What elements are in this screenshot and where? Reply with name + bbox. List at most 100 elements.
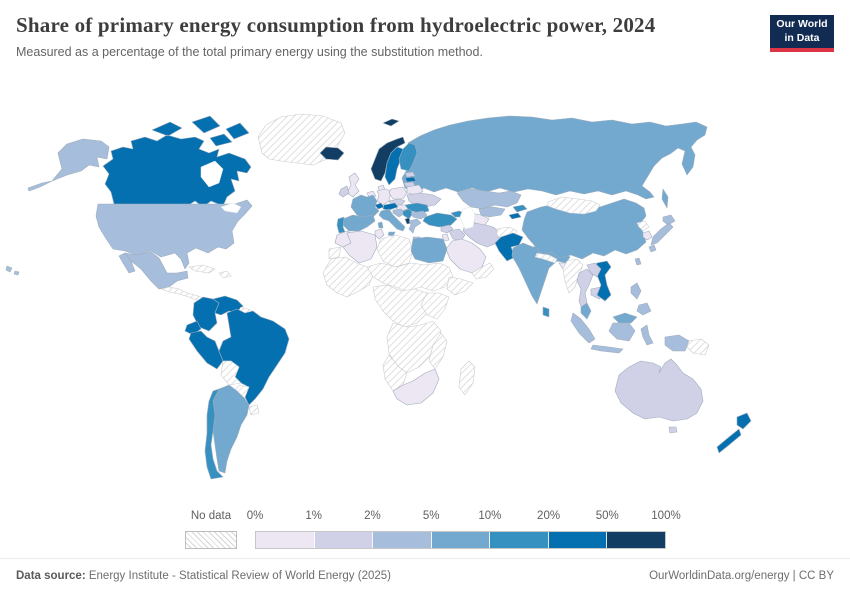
country-iceland[interactable]: Iceland — [320, 147, 344, 160]
country-algeria[interactable]: Algeria — [343, 231, 377, 263]
country-austria[interactable]: Austria — [383, 203, 398, 210]
country-southern-africa-interior[interactable]: Southern Africa interior — [387, 321, 441, 373]
country-argentina[interactable]: Argentina — [213, 385, 249, 473]
legend-bin-2-5%[interactable] — [373, 532, 432, 548]
country-bulgaria[interactable]: Bulgaria — [411, 211, 427, 219]
country-nepal[interactable]: Nepal — [535, 253, 557, 263]
country-tajikistan[interactable]: Tajikistan — [509, 213, 521, 219]
country-myanmar[interactable]: Myanmar — [563, 259, 583, 293]
country-papua-new-guinea[interactable]: Papua New Guinea — [687, 339, 709, 355]
country-iraq[interactable]: Iraq — [449, 229, 465, 241]
legend-bin-50-100%[interactable] — [607, 532, 666, 548]
country-tasmania[interactable]: Australia (Tasmania) — [669, 427, 677, 433]
country-mexico[interactable]: Mexico — [119, 252, 188, 289]
country-russia[interactable]: Russia — [402, 116, 707, 199]
country-bolivia[interactable]: Bolivia — [221, 361, 241, 385]
owid-logo-box: Our World in Data — [770, 15, 834, 48]
legend-tick-label: 0% — [246, 510, 264, 522]
country-kazakhstan[interactable]: Kazakhstan — [457, 189, 521, 209]
world-map-svg: RussiaRussia (Sakhalin)KazakhstanCanadaU… — [0, 85, 850, 505]
country-new-zealand[interactable]: New Zealand — [717, 413, 751, 453]
country-libya[interactable]: Libya — [377, 235, 413, 267]
country-brazil[interactable]: Brazil — [219, 309, 289, 405]
data-source-note: Data source: Energy Institute - Statisti… — [16, 570, 391, 599]
legend-tick-label: 50% — [595, 510, 619, 522]
country-malaysia-borneo[interactable]: Malaysia (Borneo) — [613, 313, 637, 323]
country-madagascar[interactable]: Madagascar — [459, 361, 475, 395]
country-spain[interactable]: Spain — [343, 215, 375, 231]
legend-bin-1-2%[interactable] — [314, 532, 374, 548]
country-turkey[interactable]: Turkey — [423, 213, 457, 227]
legend-no-data-group[interactable]: No data — [185, 508, 237, 549]
country-south-korea[interactable]: South Korea — [643, 231, 652, 240]
country-taiwan[interactable]: Taiwan — [635, 258, 641, 265]
country-east-africa[interactable]: East Africa (various) — [421, 293, 449, 319]
country-svalbard[interactable]: Svalbard — [383, 119, 399, 126]
country-kyrgyzstan[interactable]: Kyrgyzstan — [513, 205, 527, 212]
owid-url-license[interactable]: OurWorldinData.org/energy | CC BY — [649, 570, 834, 582]
country-philippines[interactable]: Philippines — [631, 283, 651, 315]
country-united-kingdom[interactable]: United Kingdom — [347, 173, 359, 197]
chart-footer: Data source: Energy Institute - Statisti… — [0, 558, 850, 599]
country-norway[interactable]: Norway — [371, 137, 405, 181]
country-mongolia[interactable]: Mongolia — [548, 197, 600, 214]
owid-logo-line1: Our World — [776, 18, 828, 31]
country-colombia[interactable]: Colombia — [193, 297, 219, 331]
country-western-sahara[interactable]: Western Sahara — [329, 247, 341, 259]
country-united-states[interactable]: United States — [96, 200, 252, 269]
country-australia[interactable]: Australia — [615, 359, 703, 421]
country-hispaniola[interactable]: Hispaniola — [219, 271, 231, 278]
country-south-africa[interactable]: South Africa — [393, 369, 439, 405]
country-sweden[interactable]: Sweden — [385, 147, 403, 185]
country-mozambique[interactable]: Mozambique — [429, 333, 447, 369]
country-egypt[interactable]: Egypt — [411, 237, 447, 263]
country-france[interactable]: France — [351, 195, 379, 219]
country-uzbekistan[interactable]: Uzbekistan — [479, 207, 505, 217]
country-latvia[interactable]: Latvia — [405, 177, 416, 182]
country-jordan-israel[interactable]: Jordan & Israel — [442, 234, 449, 241]
country-chile[interactable]: Chile — [205, 389, 223, 479]
country-horn-of-africa[interactable]: Horn of Africa — [447, 277, 473, 295]
country-germany[interactable]: Germany — [377, 189, 391, 205]
legend-tick-label: 20% — [537, 510, 561, 522]
country-tunisia[interactable]: Tunisia — [375, 229, 384, 239]
water-caspian-sea — [460, 207, 475, 229]
legend-tick-label: 5% — [422, 510, 440, 522]
country-peru[interactable]: Peru — [189, 331, 223, 369]
owid-logo-red-bar — [770, 48, 834, 52]
country-uruguay[interactable]: Uruguay — [249, 405, 259, 415]
owid-logo[interactable]: Our World in Data — [770, 15, 834, 52]
legend-no-data-swatch[interactable] — [185, 531, 237, 549]
water-hudson-bay — [201, 161, 223, 187]
country-serbia[interactable]: Serbia — [403, 209, 413, 219]
country-west-africa[interactable]: West Africa (various) — [323, 257, 373, 297]
country-cuba[interactable]: Cuba — [189, 265, 215, 273]
country-ireland[interactable]: Ireland — [339, 186, 349, 197]
country-malaysia[interactable]: Malaysia — [581, 303, 591, 319]
legend-bin-10-20%[interactable] — [490, 532, 549, 548]
country-sakhalin[interactable]: Russia (Sakhalin) — [662, 189, 668, 208]
country-poland[interactable]: Poland — [389, 187, 407, 199]
legend-bin-20-50%[interactable] — [548, 532, 608, 548]
country-indonesia[interactable]: Indonesia — [571, 313, 689, 353]
country-north-korea[interactable]: North Korea — [637, 221, 649, 231]
legend-bin-5-10%[interactable] — [431, 532, 491, 548]
owid-logo-line2: in Data — [784, 31, 820, 44]
country-canada[interactable]: Canada — [103, 116, 251, 207]
country-yemen-oman[interactable]: Yemen & Oman — [472, 263, 494, 279]
country-croatia-slovenia[interactable]: Croatia & Slovenia — [393, 209, 405, 217]
country-greece[interactable]: Greece — [409, 219, 421, 240]
chart-header: Share of primary energy consumption from… — [16, 12, 738, 61]
map-legend: No data 0% 1% 2% 5% 10% 20% 50% 100% — [0, 508, 850, 556]
country-laos[interactable]: Laos — [587, 263, 601, 277]
data-source-label: Data source: — [16, 570, 86, 582]
legend-bin-0-1%[interactable] — [256, 532, 315, 548]
country-estonia[interactable]: Estonia — [405, 172, 415, 177]
country-japan[interactable]: Japan — [649, 215, 675, 252]
country-finland[interactable]: Finland — [399, 143, 417, 171]
country-sri-lanka[interactable]: Sri Lanka — [543, 307, 549, 317]
country-hawaii[interactable]: United States (Hawaii) — [6, 266, 19, 275]
country-iran[interactable]: Iran — [463, 223, 501, 247]
country-alaska[interactable]: United States (Alaska) — [28, 139, 109, 191]
legend-tick-label: 100% — [651, 510, 681, 522]
